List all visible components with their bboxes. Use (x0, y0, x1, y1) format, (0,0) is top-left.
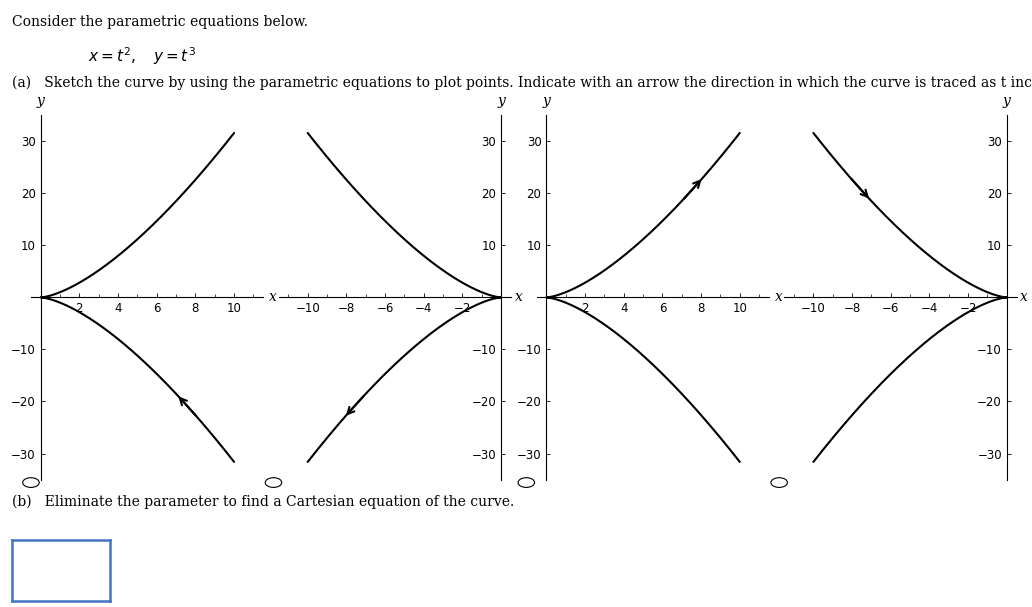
Text: $x = t^2, \quad y = t^3$: $x = t^2, \quad y = t^3$ (88, 46, 196, 67)
Text: (b)   Eliminate the parameter to find a Cartesian equation of the curve.: (b) Eliminate the parameter to find a Ca… (12, 495, 515, 509)
Text: x: x (515, 290, 522, 305)
Text: y: y (543, 93, 550, 107)
Text: y: y (1003, 93, 1010, 107)
Text: x: x (269, 290, 277, 305)
Text: x: x (775, 290, 782, 305)
Text: x: x (1021, 290, 1028, 305)
Text: (a)   Sketch the curve by using the parametric equations to plot points. Indicat: (a) Sketch the curve by using the parame… (12, 76, 1032, 90)
Text: y: y (497, 93, 505, 107)
Text: Consider the parametric equations below.: Consider the parametric equations below. (12, 15, 309, 29)
Text: y: y (37, 93, 44, 107)
